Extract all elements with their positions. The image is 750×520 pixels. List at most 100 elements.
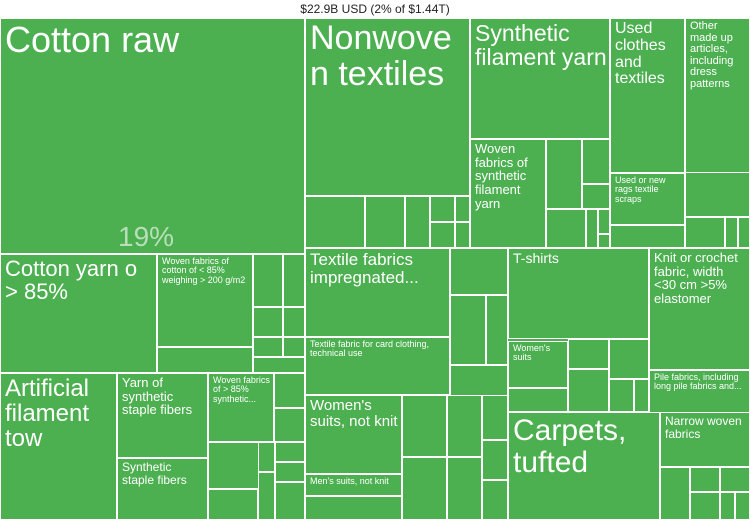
treemap-cell-label: Narrow woven fabrics	[665, 414, 742, 441]
share-percent-label: 19%	[118, 221, 175, 252]
treemap-cell: Other made up articles, including dress …	[685, 18, 750, 173]
treemap-cell-label: Other made up articles, including dress …	[690, 20, 734, 90]
treemap-cell-label: Women's suits, not knit	[310, 397, 398, 430]
treemap-cell-small-29	[486, 295, 508, 365]
treemap-cell-label: Artificial filament tow	[5, 375, 90, 453]
treemap-cell-small-47	[482, 440, 508, 480]
treemap-cell: T-shirts	[508, 248, 649, 339]
treemap-cell-label: Woven fabrics of > 85% synthetic...	[213, 375, 270, 404]
treemap-cell-small-22	[283, 307, 305, 337]
treemap-cell: Artificial filament tow	[0, 373, 117, 520]
treemap-cell: Used or new rags textile scraps	[610, 173, 685, 225]
treemap-cell-small-28	[450, 295, 486, 365]
treemap-cell: Used clothes and textiles	[610, 18, 685, 173]
treemap-cell-small-45	[447, 395, 482, 457]
treemap-cell-small-53	[274, 408, 305, 442]
treemap-cell-label: Women's suits	[513, 343, 551, 363]
treemap-cell: Nonwoven textiles	[305, 18, 470, 196]
treemap-cell-small-41	[275, 462, 305, 482]
treemap-cell-small-56	[720, 467, 750, 492]
treemap-cell: Women's suits, not knit	[305, 395, 402, 474]
treemap-cell-small-26	[157, 347, 253, 373]
treemap-cell-small-44	[402, 395, 447, 457]
treemap-cell-small-49	[447, 457, 482, 520]
chart-title: $22.9B USD (2% of $1.44T)	[300, 2, 450, 16]
treemap-cell: Woven fabrics of cotton of < 85% weighin…	[157, 254, 253, 347]
treemap-cell-small-18	[610, 225, 685, 248]
treemap-cell-small-50	[482, 480, 508, 520]
treemap-cell-label: Used or new rags textile scraps	[615, 175, 666, 204]
treemap-cell-small-9	[582, 184, 610, 209]
treemap-cell: Pile fabrics, including long pile fabric…	[649, 370, 750, 418]
treemap-cell-small-34	[609, 379, 634, 412]
treemap-cell-label: Cotton raw	[5, 19, 180, 60]
treemap-cell: Yarn of synthetic staple fibers	[117, 373, 208, 458]
treemap-cell-label: Cotton yarn o > 85%	[5, 256, 138, 305]
treemap-cell-small-54	[660, 467, 690, 520]
treemap-cell-label: Textile fabric for card clothing, techni…	[310, 339, 430, 359]
treemap-cell: Cotton raw	[0, 18, 305, 254]
treemap-cell-label: Knit or crochet fabric, width <30 cm >5%…	[654, 250, 738, 306]
treemap-cell-small-33	[568, 369, 609, 412]
treemap-cell: Woven fabrics of > 85% synthetic...	[208, 373, 274, 442]
treemap-cell: Carpets, tufted	[508, 412, 660, 520]
treemap-cell-small-13	[598, 234, 610, 248]
treemap-cell-small-46	[482, 395, 508, 440]
treemap-cell-label: Pile fabrics, including long pile fabric…	[654, 372, 742, 392]
treemap-cell-small-59	[735, 492, 750, 520]
treemap-cell-label: Woven fabrics of cotton of < 85% weighin…	[162, 256, 246, 285]
treemap-cell: Narrow woven fabrics	[660, 412, 750, 467]
treemap-cell-small-36	[508, 388, 568, 412]
treemap-cell: Men's suits, not knit	[305, 474, 402, 496]
treemap-cell-small-43	[275, 482, 305, 520]
treemap-cell: Textile fabric for card clothing, techni…	[305, 337, 450, 395]
treemap-cell-small-17	[738, 217, 750, 248]
treemap-cell-label: Textile fabrics impregnated...	[310, 250, 419, 287]
treemap-cell-small-31	[568, 339, 609, 369]
treemap-cell-small-27	[450, 248, 508, 295]
treemap-cell-small-16	[725, 217, 738, 248]
treemap-cell-small-8	[582, 139, 610, 184]
treemap-cell-label: Synthetic staple fibers	[122, 460, 187, 487]
treemap-cell-label: Men's suits, not knit	[310, 476, 389, 486]
treemap-cell: Women's suits	[508, 341, 568, 388]
treemap-cell-small-6	[455, 222, 470, 248]
treemap-cell-small-40	[275, 442, 305, 462]
treemap-cell-small-0	[305, 196, 365, 248]
treemap-cell-label: Nonwoven textiles	[310, 19, 452, 93]
treemap-cell-small-10	[546, 209, 586, 248]
treemap-cell-small-20	[283, 254, 305, 307]
treemap-cell-small-5	[455, 196, 470, 222]
treemap-cell-small-21	[253, 307, 283, 337]
treemap-cell-small-52	[274, 373, 305, 408]
treemap-cell-small-51	[305, 496, 402, 520]
treemap-cell-small-48	[402, 457, 447, 520]
treemap-cell-small-24	[283, 337, 305, 357]
treemap-cell-small-19	[253, 254, 283, 307]
treemap-cell: Knit or crochet fabric, width <30 cm >5%…	[649, 248, 750, 370]
treemap-cell-small-15	[685, 217, 725, 248]
treemap-cell-small-12	[598, 209, 610, 234]
treemap-cell-small-11	[586, 209, 598, 248]
treemap-cell-label: T-shirts	[513, 250, 559, 266]
treemap-cell-small-35	[634, 379, 649, 412]
treemap-cell-small-58	[720, 492, 735, 520]
treemap-cell-small-1	[365, 196, 405, 248]
treemap-cell-small-3	[430, 196, 455, 222]
treemap-cell-label: Yarn of synthetic staple fibers	[122, 375, 193, 418]
treemap-cell: Synthetic staple fibers	[117, 458, 208, 520]
treemap-cell-small-7	[546, 139, 582, 209]
treemap-cell-small-23	[253, 337, 283, 357]
treemap-cell-label: Used clothes and textiles	[615, 20, 666, 88]
treemap-cell-small-38	[208, 489, 258, 520]
treemap-cell: Textile fabrics impregnated...	[305, 248, 450, 337]
treemap-cell-small-42	[258, 472, 275, 520]
treemap: Cotton raw Nonwoven textiles Synthetic fil…	[0, 18, 750, 520]
treemap-cell-small-32	[609, 339, 649, 379]
treemap-cell-label: Carpets, tufted	[513, 414, 627, 479]
treemap-cell: Woven fabrics of synthetic filament yarn	[470, 139, 546, 248]
treemap-cell: Synthetic filament yarn	[470, 18, 610, 139]
treemap-cell: Cotton yarn o > 85%	[0, 254, 157, 373]
treemap-cell-label: Synthetic filament yarn	[475, 20, 607, 71]
treemap-cell-small-25	[253, 357, 305, 373]
